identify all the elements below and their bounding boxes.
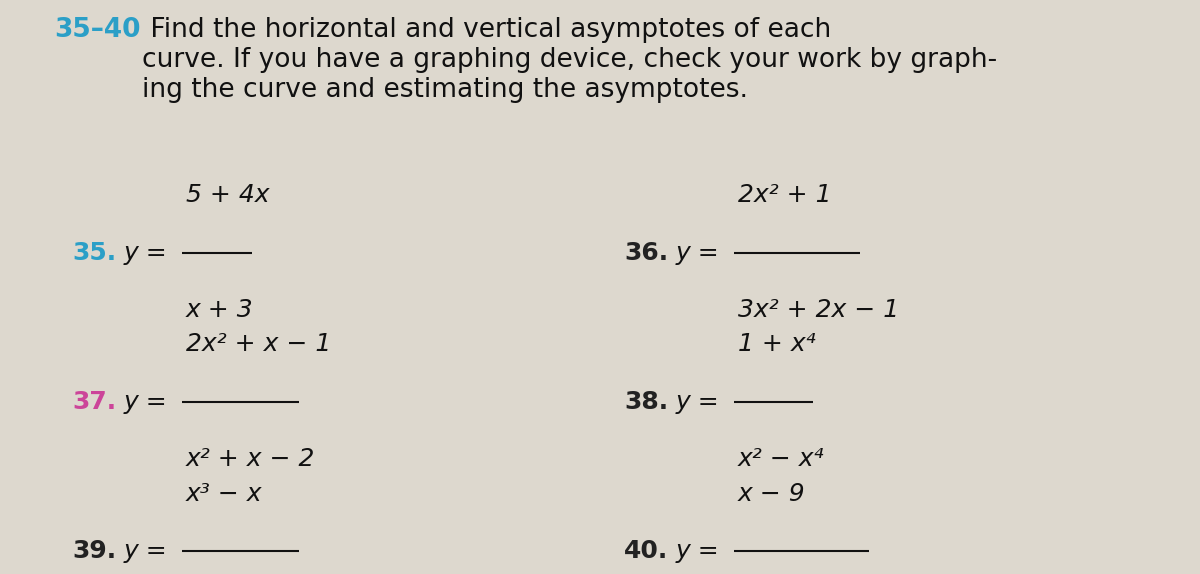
- Text: 37.: 37.: [72, 390, 116, 414]
- Text: y =: y =: [124, 241, 167, 265]
- Text: Find the horizontal and vertical asymptotes of each
curve. If you have a graphin: Find the horizontal and vertical asympto…: [142, 17, 997, 103]
- Text: 36.: 36.: [624, 241, 668, 265]
- Text: y =: y =: [124, 390, 167, 414]
- Text: x + 3: x + 3: [186, 298, 253, 322]
- Text: 35.: 35.: [72, 241, 116, 265]
- Text: x − 9: x − 9: [738, 482, 805, 506]
- Text: 38.: 38.: [624, 390, 668, 414]
- Text: 3x² + 2x − 1: 3x² + 2x − 1: [738, 298, 899, 322]
- Text: x² + x − 2: x² + x − 2: [186, 447, 316, 471]
- Text: 2x² + x − 1: 2x² + x − 1: [186, 332, 331, 356]
- Text: 1 + x⁴: 1 + x⁴: [738, 332, 816, 356]
- Text: 5 + 4x: 5 + 4x: [186, 183, 270, 207]
- Text: 2x² + 1: 2x² + 1: [738, 183, 832, 207]
- Text: y =: y =: [676, 241, 719, 265]
- Text: y =: y =: [676, 390, 719, 414]
- Text: y =: y =: [676, 539, 719, 563]
- Text: 35–40: 35–40: [54, 17, 140, 43]
- Text: 40.: 40.: [624, 539, 668, 563]
- Text: 39.: 39.: [72, 539, 116, 563]
- Text: y =: y =: [124, 539, 167, 563]
- Text: x² − x⁴: x² − x⁴: [738, 447, 824, 471]
- Text: x³ − x: x³ − x: [186, 482, 263, 506]
